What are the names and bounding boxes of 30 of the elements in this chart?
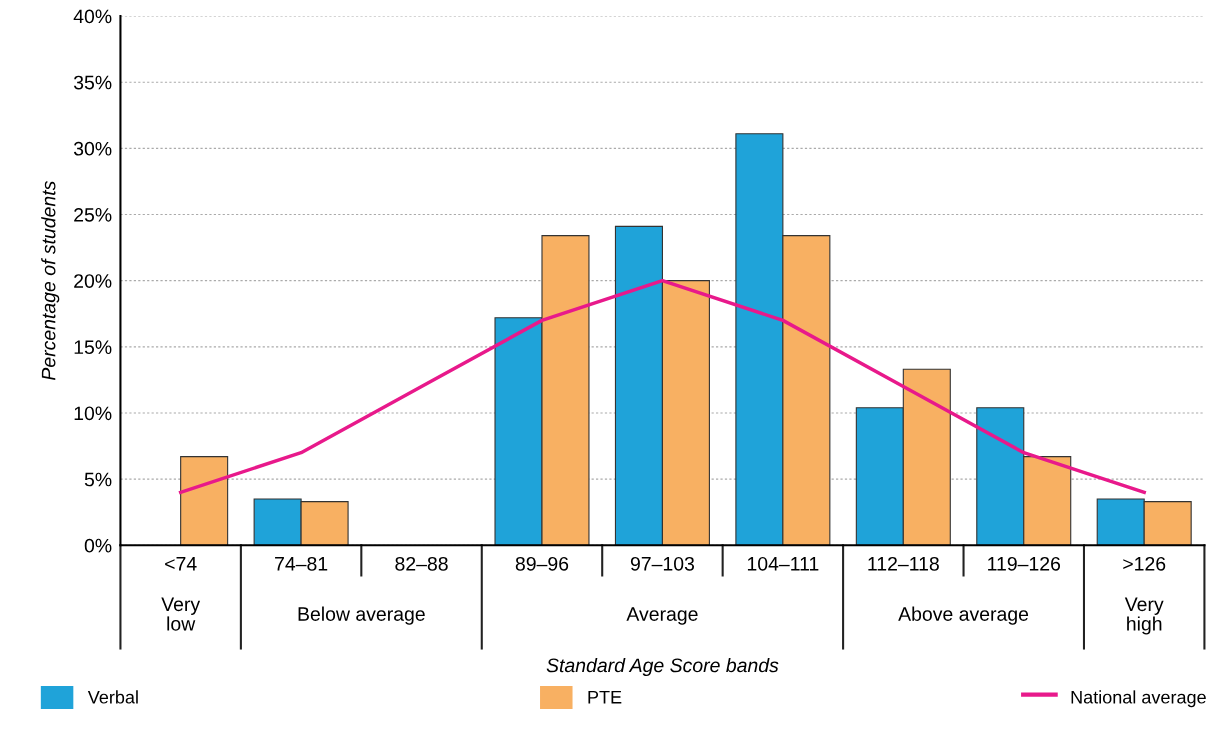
x-tick-label: 89–96 [515, 556, 569, 571]
x-tick-label: <74 [165, 557, 197, 571]
y-tick-label: 0% [84, 538, 112, 553]
x-axis-title: Standard Age Score bands [546, 657, 779, 677]
y-tick-label: 30% [73, 141, 112, 156]
x-tick-label: 119–126 [988, 556, 1061, 571]
y-axis-title: Percentage of students [41, 181, 60, 381]
legend-label: PTE [588, 691, 622, 704]
y-tick-label: 10% [74, 406, 112, 421]
x-tick-label: 82–88 [395, 556, 448, 571]
y-tick-label: 15% [74, 340, 112, 355]
legend-label: National average [1071, 690, 1206, 708]
bar [180, 456, 229, 546]
y-tick-label: 40% [73, 9, 112, 24]
x-tick-label: 97–103 [630, 556, 695, 571]
legend-label: Verbal [87, 690, 138, 704]
text: Above average [898, 606, 1029, 625]
text: Average [626, 607, 698, 625]
line-series [178, 278, 1146, 495]
x-tick-label: 104–111 [747, 556, 819, 571]
x-tick-label: 112–118 [868, 556, 939, 571]
y-tick-label: 25% [74, 207, 112, 222]
y-tick-label: 35% [73, 75, 112, 90]
y-tick-label: 20% [74, 274, 112, 288]
x-tick-label: 74–81 [275, 556, 328, 571]
text: Very low [161, 597, 201, 631]
y-tick-label: 5% [84, 472, 112, 487]
text: Very high [1124, 597, 1164, 635]
text: Below average [298, 606, 425, 625]
x-tick-label: >126 [1123, 556, 1166, 571]
